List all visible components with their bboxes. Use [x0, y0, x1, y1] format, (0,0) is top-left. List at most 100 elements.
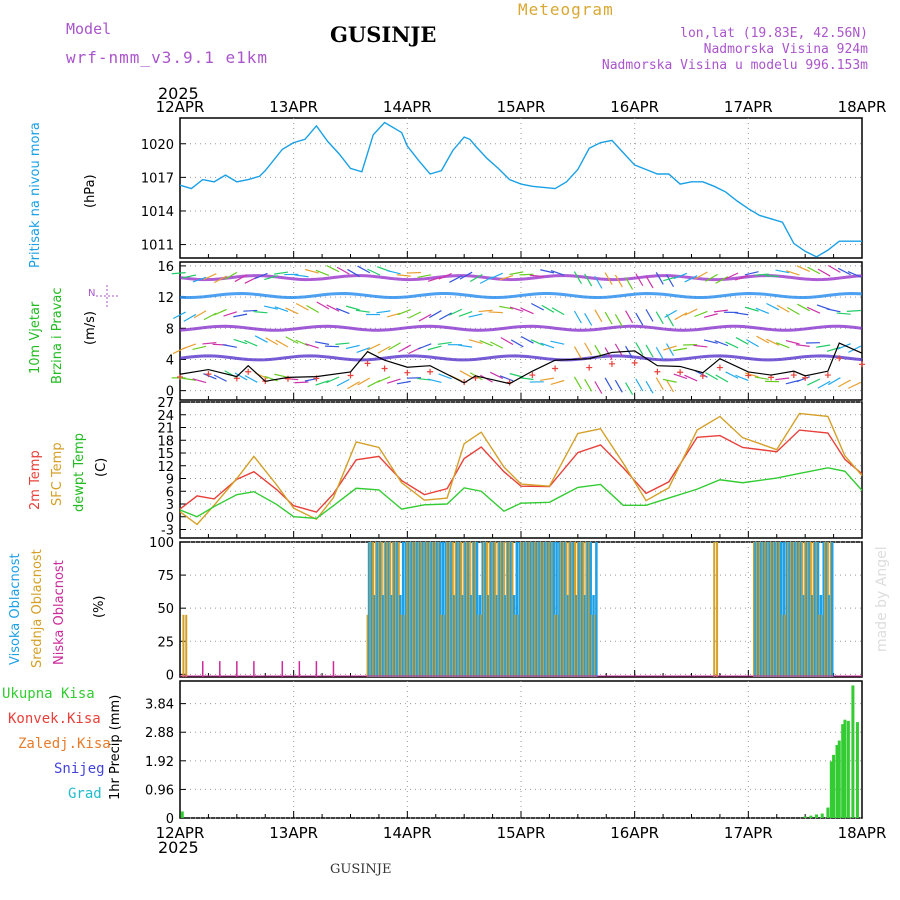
wind-arrow: [509, 306, 524, 312]
wind-arrow: [846, 309, 861, 312]
y-tick-label: 1020: [141, 138, 174, 153]
gust-marker: [552, 365, 559, 372]
wind-arrow: [233, 313, 248, 318]
wind-arrow: [427, 345, 442, 351]
gust-marker: [364, 360, 371, 367]
wind-arrow: [765, 275, 780, 277]
wind-arrow: [203, 312, 217, 321]
wind-arrow: [662, 378, 677, 383]
y-tick-label: 3: [166, 498, 174, 513]
wind-arrow: [192, 345, 207, 351]
wind-arrow: [694, 310, 708, 318]
wind-arrow: [182, 343, 197, 350]
wind-arrow: [469, 273, 483, 282]
wind-arrow: [285, 336, 299, 344]
wind-arrow: [614, 379, 623, 393]
model-label: Model: [66, 20, 112, 38]
wind-arrow: [594, 275, 603, 289]
wind-arrow: [645, 380, 654, 394]
legend-zaledj-kisa: Zaledj.Kisa: [18, 736, 111, 752]
precip-bar: [820, 813, 824, 818]
model-altitude: Nadmorska Visina u modelu 996.153m: [601, 58, 868, 73]
wind-arrow: [541, 304, 555, 313]
wind-arrow: [386, 378, 401, 384]
wind-band: [179, 354, 863, 362]
wind-arrow: [665, 343, 675, 357]
wind-arrow: [725, 371, 739, 379]
wind-arrow: [377, 345, 391, 354]
precip-bar: [835, 745, 839, 818]
wind-arrow: [181, 377, 196, 381]
gust-marker: [859, 361, 865, 368]
wind-arrow: [531, 302, 545, 311]
precip-bar: [180, 811, 184, 818]
wind-arrow: [693, 344, 708, 348]
wind-arrow: [785, 270, 800, 276]
pressure-line: [179, 121, 862, 258]
precip-bar: [841, 724, 845, 818]
wind-arrow: [345, 305, 360, 311]
y-tick-label: 3.84: [145, 698, 174, 713]
wind-arrow: [459, 370, 473, 378]
wind-band: [179, 324, 863, 332]
wind-arrow: [715, 374, 729, 383]
sfc-temp-line: [179, 412, 863, 526]
wind-arrow: [213, 308, 227, 316]
wind-arrow: [625, 345, 634, 359]
wind-arrow: [295, 339, 309, 347]
wind-arrow: [744, 271, 759, 276]
wind-arrow: [418, 313, 432, 322]
wind-arrow: [775, 342, 790, 349]
wind-arrow: [520, 335, 534, 344]
y-tick-label: 8: [166, 322, 174, 337]
legend-konvek-kisa: Konvek.Kisa: [8, 711, 101, 727]
wind-arrow: [468, 313, 483, 318]
wind-arrow: [664, 309, 678, 318]
y-tick-label: 15: [157, 447, 174, 462]
wind-arrow: [510, 339, 524, 348]
wind-arrow: [315, 380, 330, 386]
y-tick-label: 1011: [141, 239, 174, 254]
wind-arrow: [449, 275, 463, 283]
wind-arrow: [655, 346, 664, 360]
wind-arrow: [540, 342, 555, 349]
y-tick-label: 75: [157, 569, 174, 584]
wind-arrow: [264, 275, 278, 281]
wind-arrow: [336, 378, 350, 387]
wind-arrow: [797, 303, 810, 312]
wind-arrow: [223, 311, 238, 317]
wind-arrow: [213, 275, 227, 284]
wind-arrow: [625, 276, 634, 290]
y-tick-label: 21: [157, 422, 174, 437]
y-tick-label: 1014: [141, 205, 174, 220]
year-top: 2025: [158, 84, 199, 103]
wind-arrow: [550, 269, 565, 276]
wind-arrow: [234, 372, 248, 381]
wind-arrow: [540, 377, 555, 381]
wind-arrow: [489, 272, 504, 280]
wind-arrow: [490, 341, 504, 349]
bottom-date-tick: 16APR: [610, 824, 659, 842]
wind-arrow: [826, 308, 841, 313]
y-tick-label: 100: [149, 536, 174, 551]
top-date-tick: 17APR: [724, 98, 773, 116]
gust-marker: [586, 364, 593, 371]
wind-arrow: [509, 373, 524, 378]
gust-marker: [381, 365, 388, 372]
wind-arrow: [604, 272, 613, 286]
wind-arrow: [550, 379, 565, 385]
compass-n: N: [88, 288, 95, 299]
wind-arrow: [478, 309, 493, 313]
y-tick-label: 24: [157, 409, 174, 424]
wind-arrow: [437, 341, 452, 345]
wind-arrow: [735, 337, 749, 345]
wind-arrow: [388, 342, 401, 351]
wind-arrow: [520, 307, 534, 315]
wind-arrow: [356, 347, 371, 354]
wind-arrow: [673, 373, 688, 380]
wind-arrow: [397, 309, 411, 316]
wind-band: [179, 292, 863, 300]
wind-arrow: [408, 311, 422, 319]
wind-arrow: [429, 310, 442, 319]
compass-cross: [96, 285, 118, 307]
